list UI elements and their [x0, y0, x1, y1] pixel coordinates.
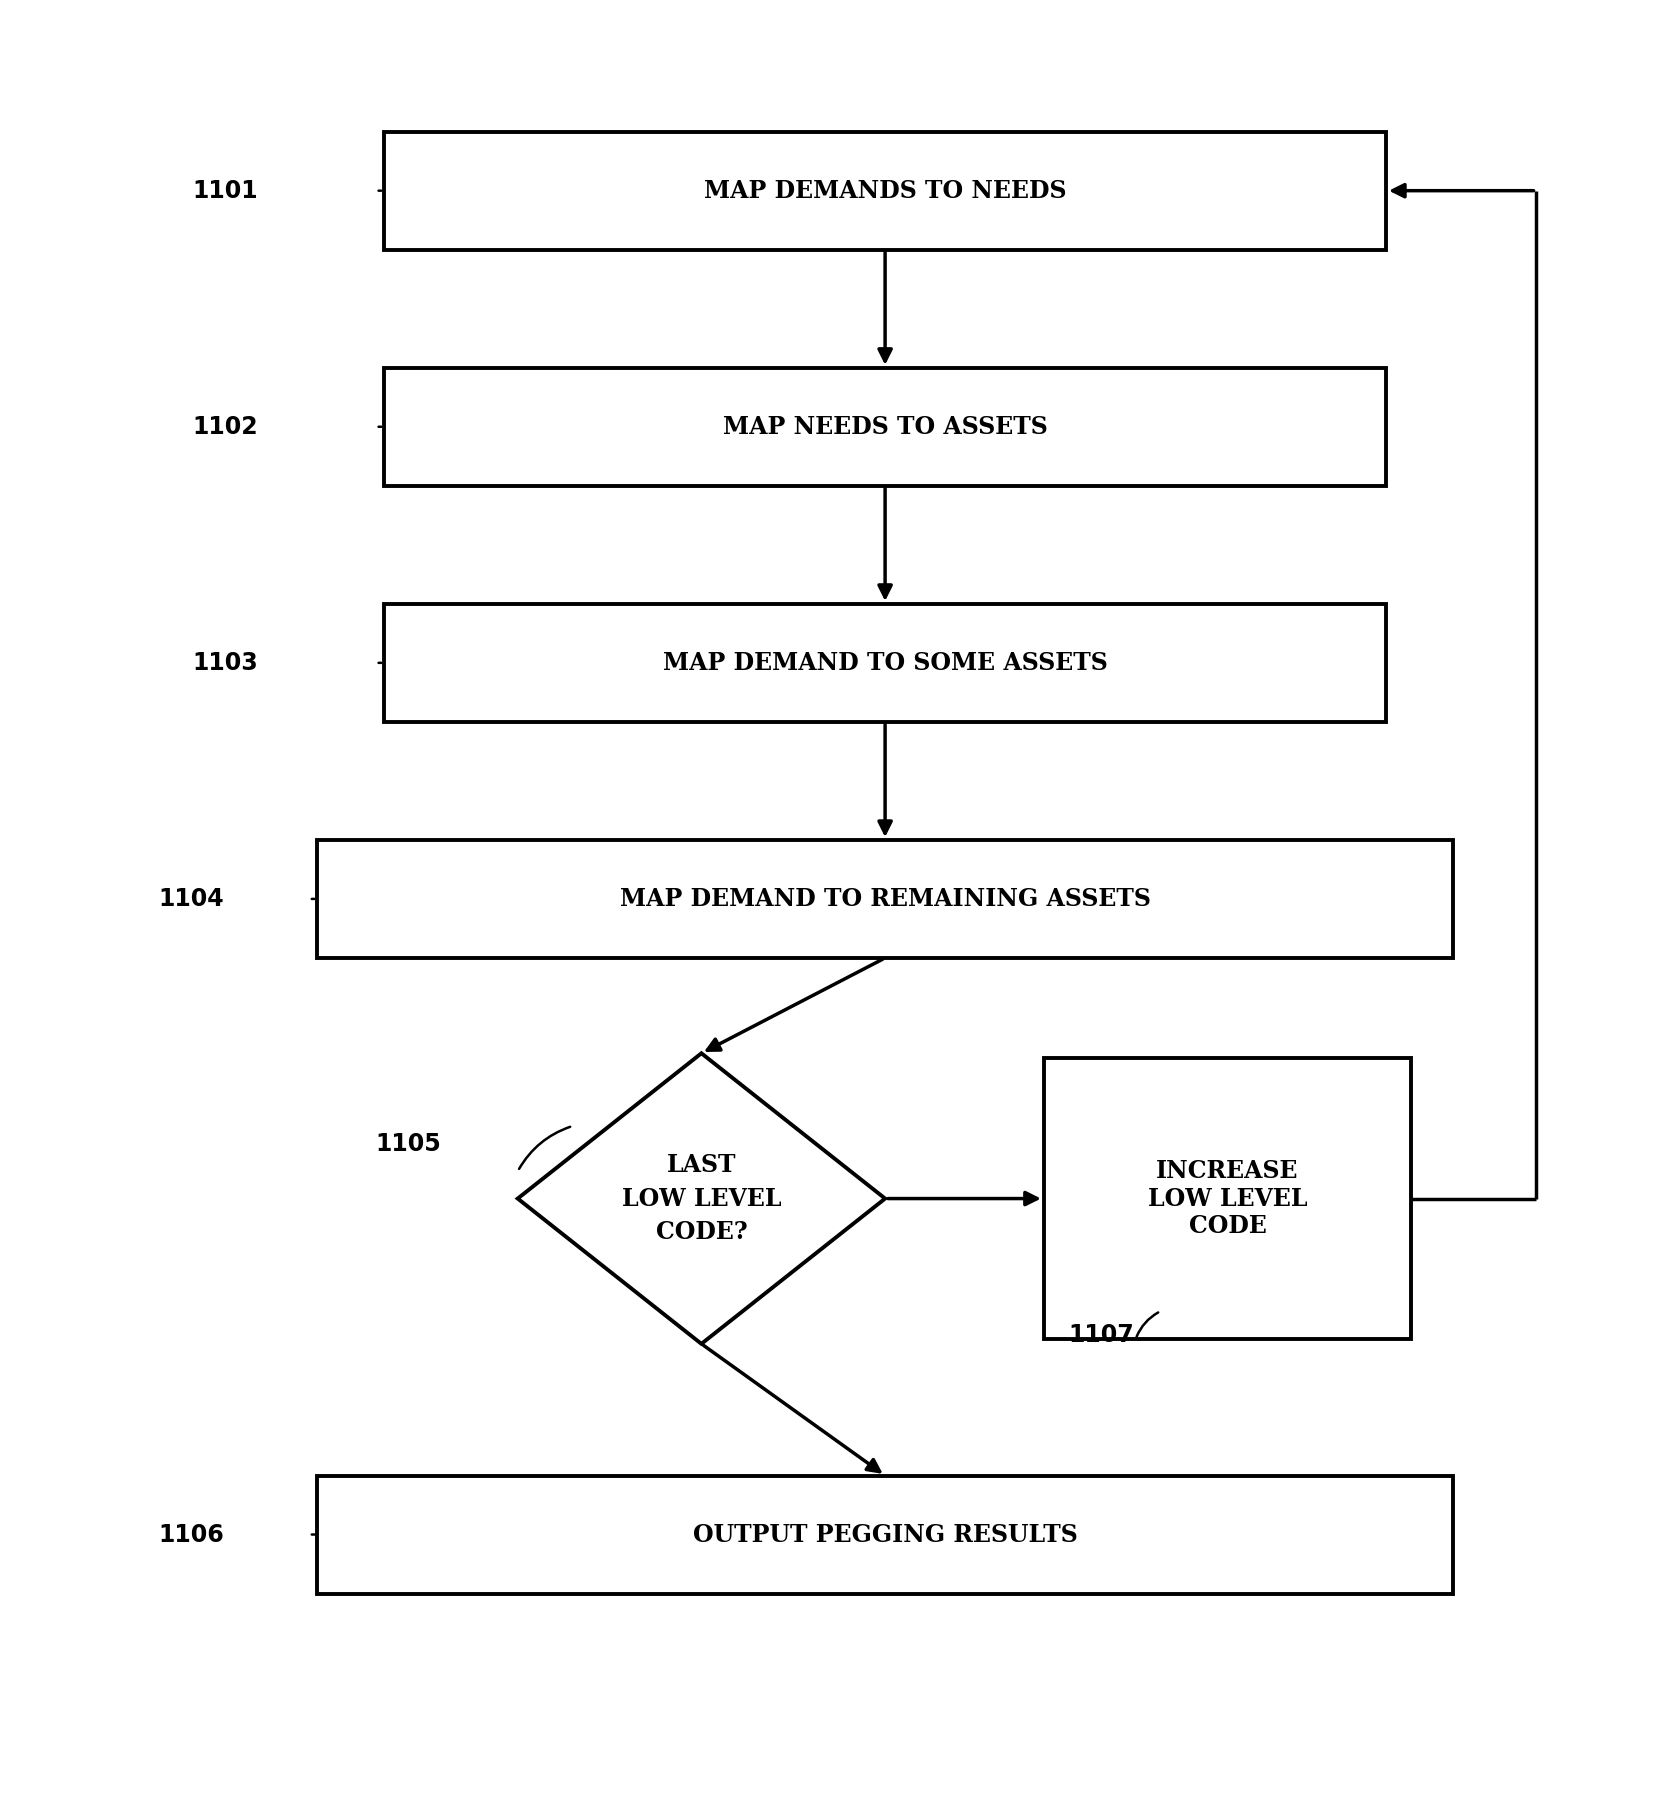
- Text: 1101: 1101: [192, 178, 257, 203]
- Text: 1102: 1102: [192, 414, 257, 439]
- FancyBboxPatch shape: [1044, 1057, 1411, 1338]
- FancyBboxPatch shape: [384, 367, 1386, 485]
- Text: MAP DEMANDS TO NEEDS: MAP DEMANDS TO NEEDS: [703, 178, 1067, 203]
- FancyBboxPatch shape: [317, 839, 1453, 957]
- Text: LAST
LOW LEVEL
CODE?: LAST LOW LEVEL CODE?: [621, 1153, 782, 1244]
- Text: 1105: 1105: [376, 1131, 441, 1157]
- Text: 1106: 1106: [159, 1522, 224, 1547]
- Text: MAP DEMAND TO REMAINING ASSETS: MAP DEMAND TO REMAINING ASSETS: [620, 886, 1151, 912]
- FancyBboxPatch shape: [384, 133, 1386, 249]
- Text: MAP NEEDS TO ASSETS: MAP NEEDS TO ASSETS: [723, 414, 1047, 439]
- FancyBboxPatch shape: [384, 603, 1386, 721]
- Text: INCREASE
LOW LEVEL
CODE: INCREASE LOW LEVEL CODE: [1147, 1159, 1308, 1239]
- Text: 1104: 1104: [159, 886, 224, 912]
- FancyBboxPatch shape: [317, 1475, 1453, 1594]
- Text: OUTPUT PEGGING RESULTS: OUTPUT PEGGING RESULTS: [693, 1522, 1077, 1547]
- Text: MAP DEMAND TO SOME ASSETS: MAP DEMAND TO SOME ASSETS: [663, 650, 1107, 676]
- Text: 1107: 1107: [1069, 1322, 1134, 1347]
- Text: 1103: 1103: [192, 650, 257, 676]
- Polygon shape: [518, 1053, 885, 1344]
